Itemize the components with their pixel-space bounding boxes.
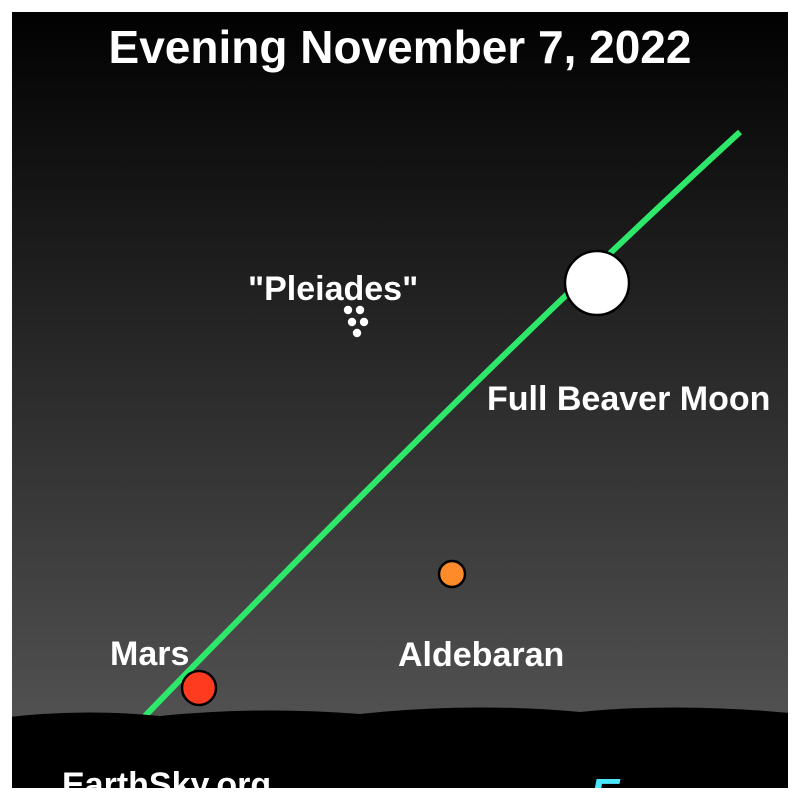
chart-title: Evening November 7, 2022 xyxy=(0,20,800,74)
mars-icon xyxy=(182,671,216,705)
pleiades-star xyxy=(360,318,368,326)
moon-label: Full Beaver Moon xyxy=(487,380,770,419)
pleiades-star xyxy=(348,318,356,326)
credit-text: EarthSky.org xyxy=(62,766,271,800)
moon-icon xyxy=(565,251,629,315)
pleiades-star xyxy=(353,329,361,337)
compass-direction: E xyxy=(590,770,619,800)
mars-label: Mars xyxy=(110,635,189,674)
aldebaran-icon xyxy=(439,561,465,587)
pleiades-label: "Pleiades" xyxy=(248,270,418,309)
aldebaran-label: Aldebaran xyxy=(398,636,564,675)
